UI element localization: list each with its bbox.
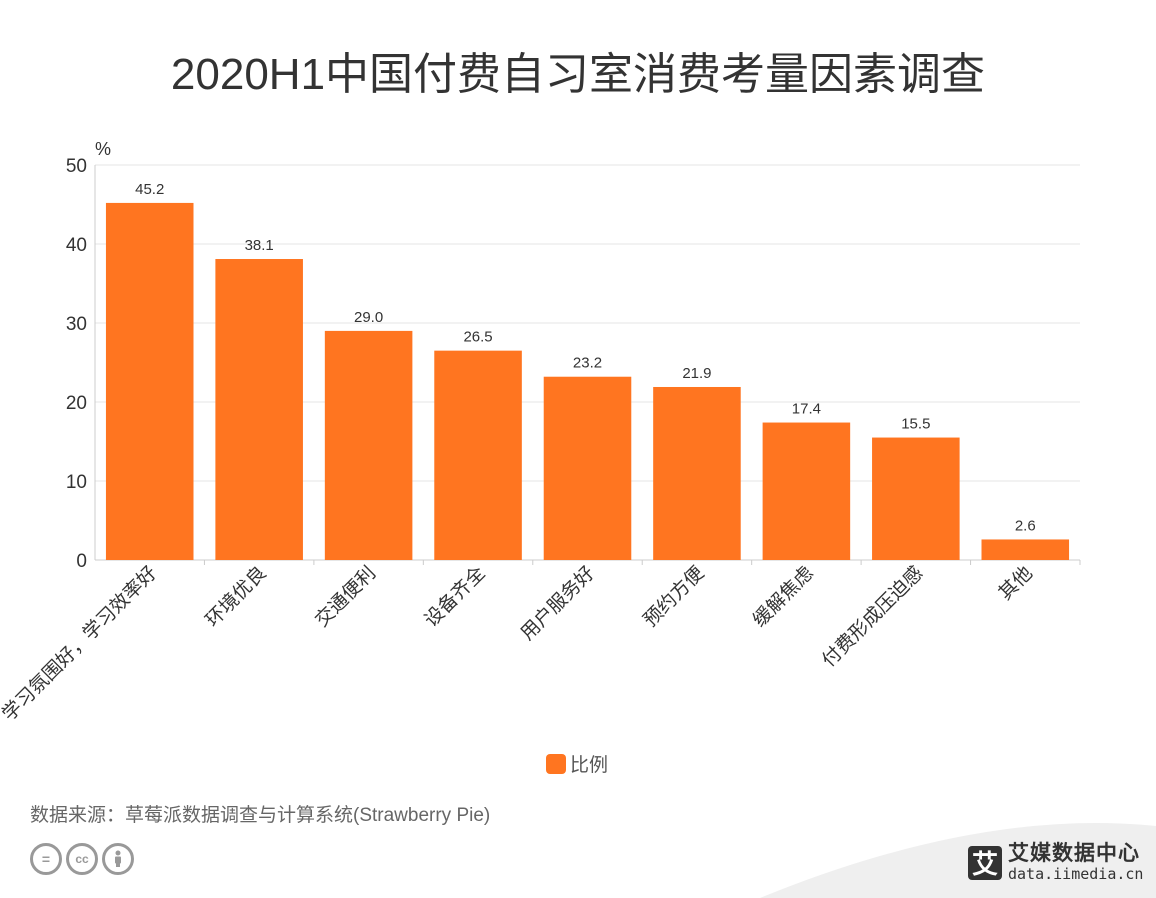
x-tick-label: 缓解焦虑 [749,562,818,631]
legend[interactable]: 比例 [546,750,608,777]
bar [653,386,741,560]
data-label: 23.2 [573,355,602,372]
y-tick-label: 50 [66,156,87,177]
data-label: 38.1 [245,237,274,254]
x-tick-label: 学习氛围好，学习效率好 [0,562,161,725]
person-icon [102,843,134,875]
bar [981,539,1070,560]
cc-icon: cc [66,843,98,875]
y-tick-label: 40 [66,235,87,256]
data-label: 2.6 [1015,517,1036,534]
bar [434,350,522,560]
x-tick-label: 用户服务好 [516,562,599,645]
x-tick-label: 预约方便 [639,562,708,631]
bar [105,202,194,561]
x-tick-label: 环境优良 [201,562,270,631]
bar [215,259,303,560]
legend-swatch [546,753,566,774]
bar [324,330,413,560]
legend-label: 比例 [570,755,609,776]
x-tick-label: 其他 [994,562,1036,604]
y-tick-label: 20 [66,393,87,414]
license-icons: = cc [30,843,134,875]
bar [872,437,960,560]
x-tick-label: 交通便利 [311,562,380,631]
bar [543,376,632,560]
data-label: 29.0 [354,309,383,326]
bar [762,422,851,560]
data-source: 数据来源：草莓派数据调查与计算系统(Strawberry Pie) [30,805,491,826]
x-tick-label: 付费形成压迫感 [818,562,928,672]
y-tick-label: 0 [76,551,87,572]
data-label: 26.5 [463,329,492,346]
data-label: 21.9 [682,365,711,382]
logo-name: 艾媒数据中心 [1008,842,1140,865]
y-tick-label: 30 [66,314,87,335]
logo-url: data.iimedia.cn [1008,865,1144,883]
y-axis-unit: % [95,139,111,159]
data-label: 45.2 [135,181,164,198]
equals-icon: = [30,843,62,875]
data-label: 15.5 [901,416,930,433]
data-label: 17.4 [792,401,821,418]
iimedia-logo: 艾 艾媒数据中心 data.iimedia.cn [968,843,1143,882]
bar-chart: 0 10 20 30 40 50% 45.2 学习氛围好，学习效率好 38.1 环境优良 29.0 交… [0,139,1081,725]
y-tick-label: 10 [66,472,87,493]
x-tick-label: 设备齐全 [420,562,489,631]
page-title: 2020H1中国付费自习室消费考量因素调查 [170,50,986,99]
logo-mark: 艾 [968,845,1002,880]
